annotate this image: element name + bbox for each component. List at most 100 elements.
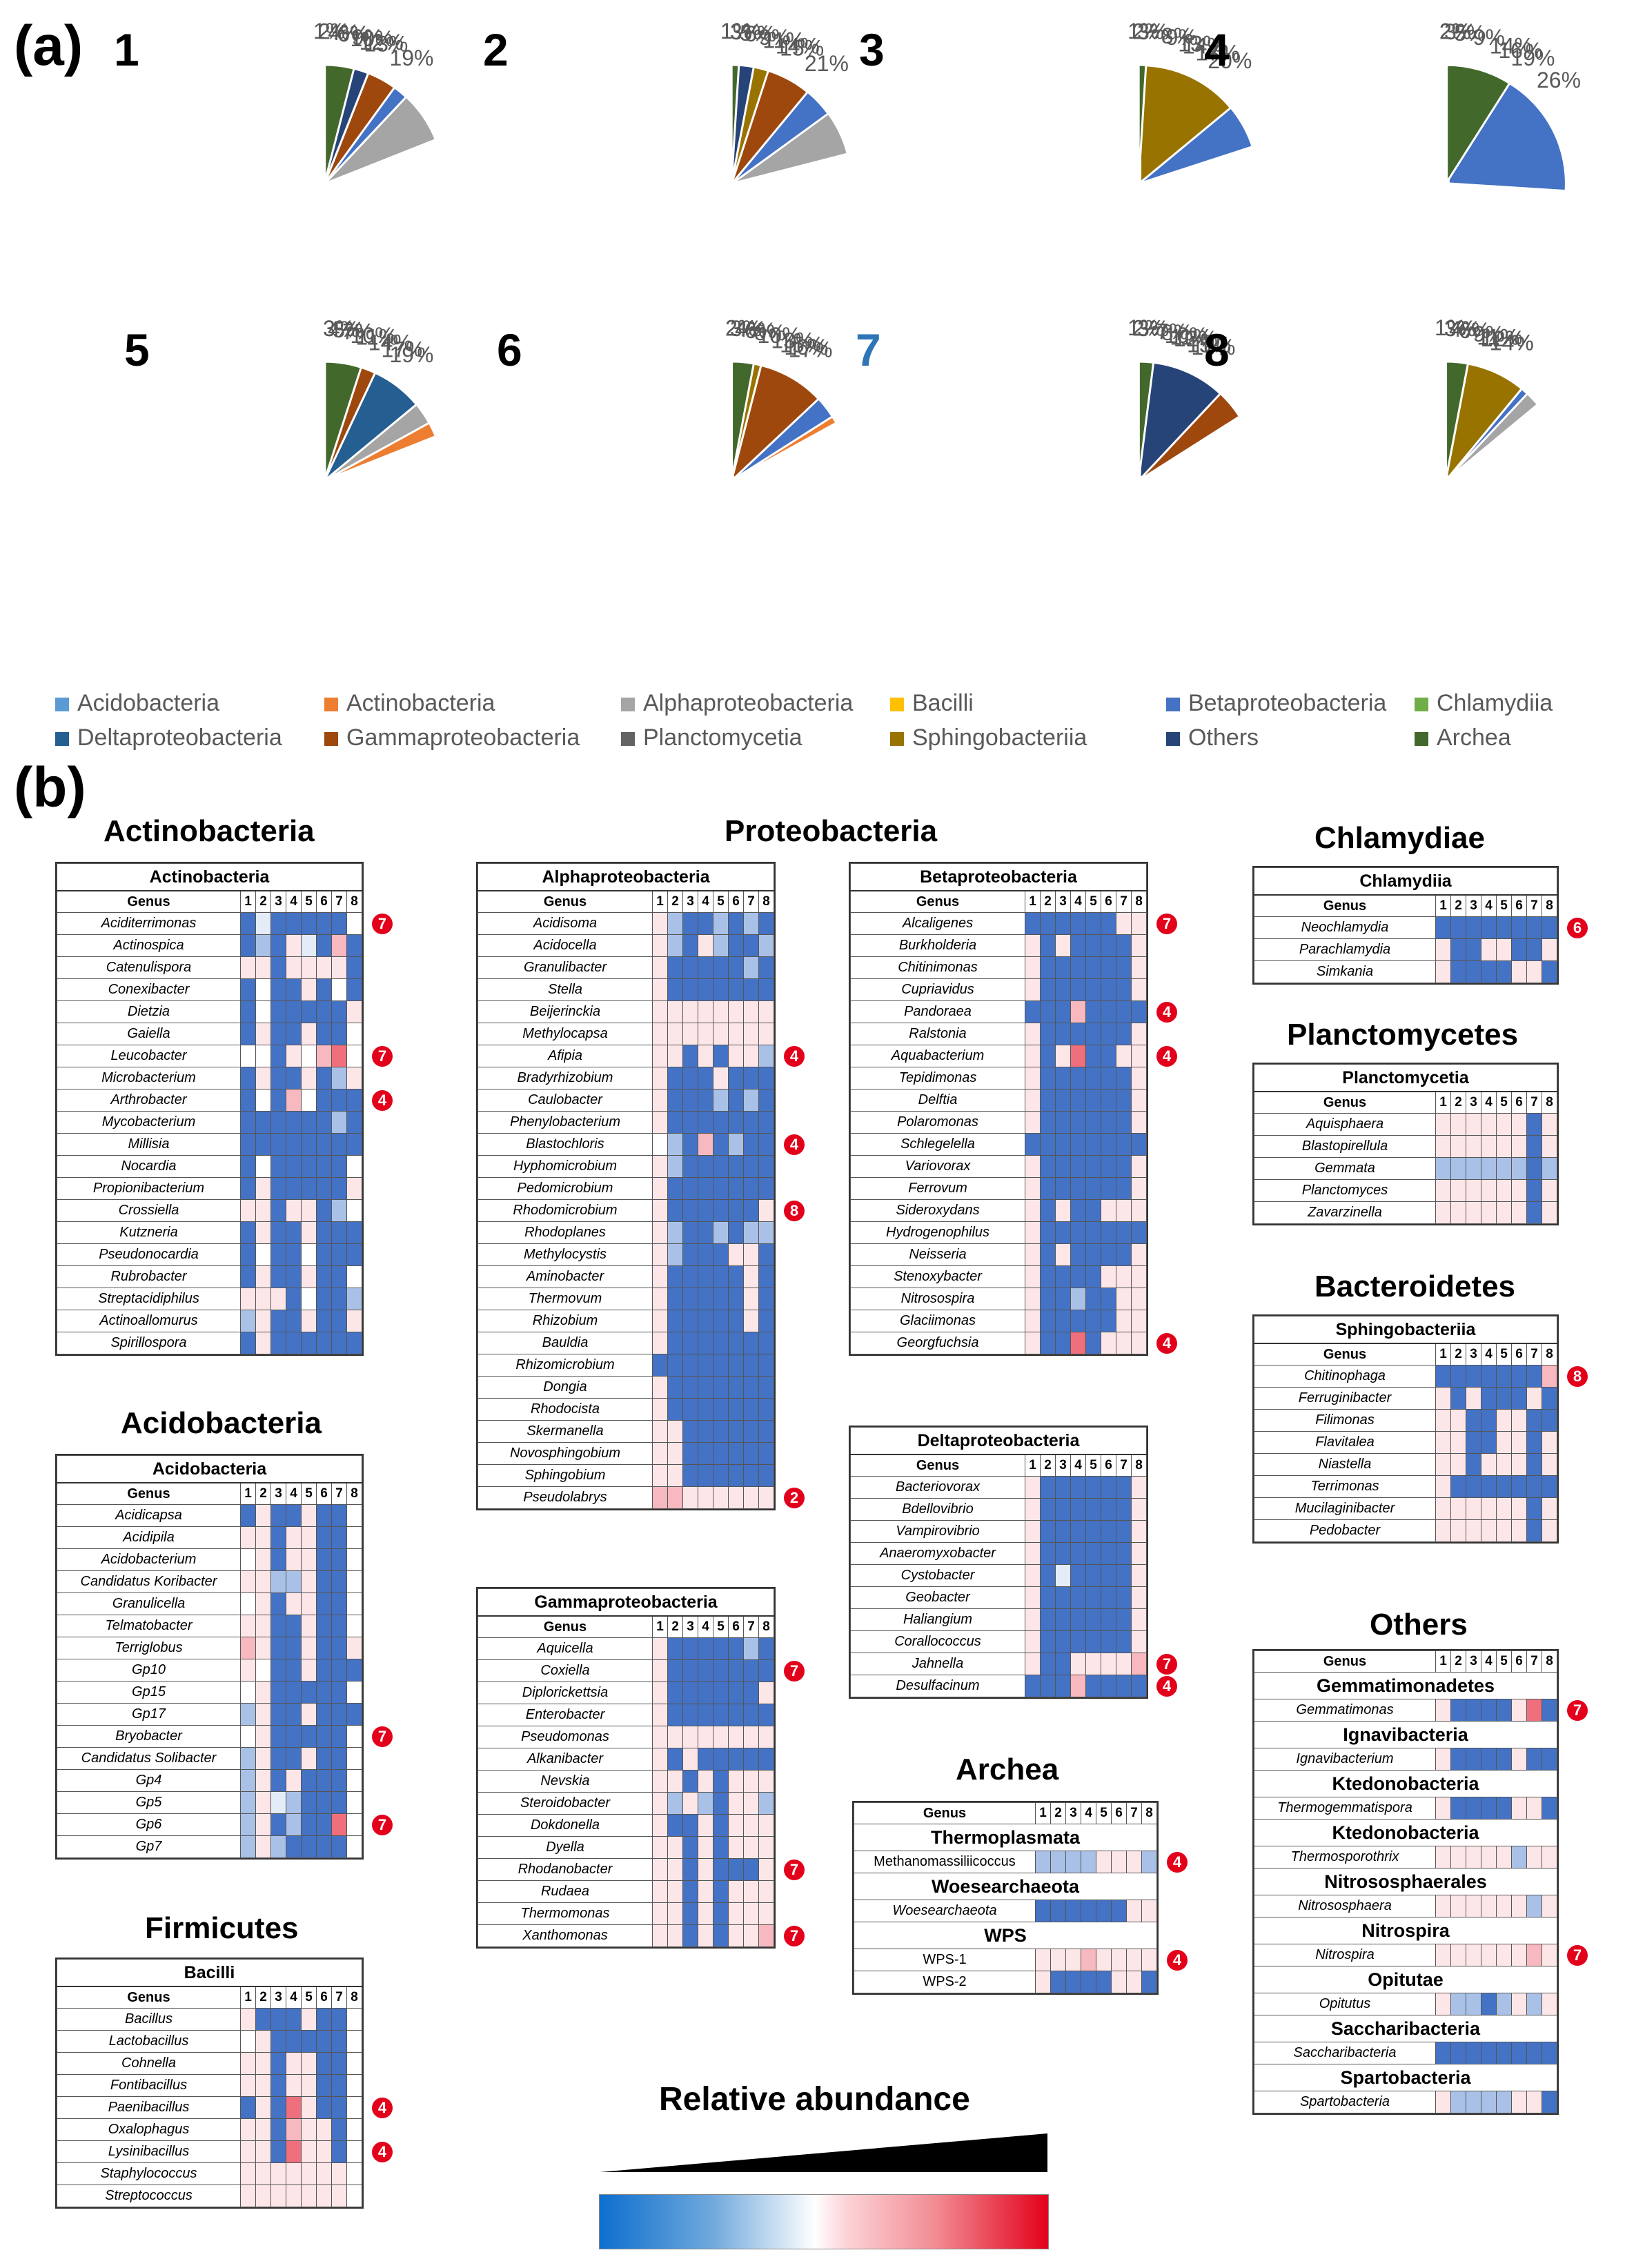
heatmap-row: Burkholderia [850, 934, 1147, 957]
heatmap-cell-s6 [1101, 1177, 1116, 1200]
heatmap-cell-s8 [1542, 1497, 1557, 1520]
heatmap-cell-s1 [652, 1726, 668, 1748]
genus-label: Blastopirellula [1254, 1135, 1436, 1158]
heatmap-cell-s8 [758, 1133, 774, 1156]
heatmap-cell-s3 [682, 1858, 698, 1881]
heatmap-cell-s4 [286, 1791, 302, 1814]
heatmap-cell-s1 [1435, 1453, 1451, 1476]
pie-5-label-actinobacteria: 19% [389, 342, 433, 367]
heatmap-cell-s3 [682, 1682, 698, 1704]
heatmap-cell-s6 [728, 1792, 744, 1815]
heatmap-cell-s5 [1085, 1630, 1101, 1653]
sample-header-7: 7 [1116, 890, 1132, 913]
genus-label: Microbacterium [57, 1067, 241, 1089]
heatmap-cell-s2 [255, 2162, 271, 2185]
pie-number-4: 4 [1204, 24, 1230, 75]
heatmap-cell-s8 [758, 934, 774, 957]
genus-header: Genus [477, 1615, 653, 1638]
heatmap-row: Ralstonia [850, 1023, 1147, 1045]
heatmap-cell-s2 [1450, 916, 1466, 939]
pie-4-label-chlamydiia: 2% [1439, 19, 1471, 43]
heatmap-row: Cystobacter [850, 1564, 1147, 1587]
heatmap-cell-s5 [713, 1836, 729, 1859]
genus-label: Pseudonocardia [57, 1243, 241, 1266]
heatmap-cell-s5 [1085, 1199, 1101, 1222]
heatmap-cell-s4 [1481, 1895, 1497, 1917]
heatmap-cell-s5 [1085, 1111, 1101, 1134]
heatmap-cell-s3 [1466, 1431, 1481, 1454]
sample-header-1: 1 [1025, 890, 1041, 913]
pie-7-label-alphaproteobacteria: 11% [1170, 324, 1212, 349]
pie-1-label-planctomycetia: 2% [318, 19, 350, 43]
heatmap-cell-s6 [728, 1814, 744, 1837]
heatmap-class-title: Chlamydiia [1254, 867, 1557, 896]
phylum-others: Others [1370, 1608, 1468, 1641]
heatmap-cell-s5 [713, 1288, 729, 1310]
heatmap-cell-s8 [758, 1420, 774, 1443]
pie-4-label-deltaproteobacteria: 5% [1454, 21, 1486, 46]
heatmap-cell-s5 [1496, 1157, 1512, 1180]
pie-5-label-chlamydiia: 3% [323, 316, 355, 341]
heatmap-cell-s7 [1526, 1519, 1542, 1542]
sample-header-4: 4 [698, 1615, 713, 1638]
heatmap-cell-s4 [286, 934, 302, 957]
genus-label: Rhodoplanes [477, 1221, 653, 1244]
heatmap-cell-s5 [713, 912, 729, 935]
heatmap-row: Rudaea [477, 1880, 774, 1903]
heatmap-cell-s5 [1085, 1000, 1101, 1023]
heatmap-row: Chitinophaga [1254, 1365, 1557, 1388]
heatmap-cell-s1 [1025, 1288, 1041, 1310]
heatmap-cell-s5 [1085, 1265, 1101, 1288]
heatmap-cell-s6 [1101, 1155, 1116, 1178]
heatmap-cell-s7 [1526, 2091, 1542, 2113]
heatmap-cell-s2 [255, 1592, 271, 1615]
heatmap-cell-s2 [1450, 1113, 1466, 1136]
heatmap-cell-s5 [301, 1703, 317, 1726]
heatmap-cell-s8 [346, 1570, 362, 1593]
pie-6-label-chlamydiia: 2% [725, 315, 757, 340]
heatmap-row: Geobacter [850, 1586, 1147, 1609]
heatmap-cell-s8 [758, 1748, 774, 1771]
heatmap-cell-s3 [1055, 1675, 1071, 1697]
heatmap-cell-s6 [316, 1791, 332, 1814]
heatmap-cell-s2 [255, 1637, 271, 1659]
heatmap-cell-s3 [682, 1902, 698, 1925]
heatmap-cell-s6 [728, 956, 744, 979]
heatmap-cell-s2 [1040, 1199, 1056, 1222]
heatmap-cell-s6 [1101, 1089, 1116, 1112]
heatmap-cell-s7 [743, 1111, 759, 1134]
sample-header-3: 3 [1065, 1802, 1081, 1824]
heatmap-cell-s5 [713, 1770, 729, 1793]
heatmap-cell-s5 [301, 2162, 317, 2185]
phylum-firmicutes: Firmicutes [145, 1911, 299, 1945]
heatmap-cell-s8 [346, 1177, 362, 1200]
heatmap-cell-s7 [331, 1592, 347, 1615]
sample-header-7: 7 [1526, 1091, 1542, 1114]
heatmap-row: Aquicella [477, 1637, 774, 1660]
genus-label: Methylocystis [477, 1243, 653, 1266]
heatmap-cell-s3 [270, 1089, 286, 1112]
heatmap-cell-s6 [316, 1570, 332, 1593]
heatmap-cell-s8 [1131, 912, 1147, 935]
heatmap-cell-s4 [286, 2052, 302, 2075]
heatmap-cell-s6 [728, 1748, 744, 1771]
heatmap-cell-s2 [255, 2140, 271, 2163]
heatmap-cell-s6 [728, 1420, 744, 1443]
heatmap-cell-s3 [1055, 1542, 1071, 1565]
heatmap-cell-s6 [1101, 1243, 1116, 1266]
heatmap-cell-s7 [743, 1836, 759, 1859]
genus-label: Blastochloris [477, 1133, 653, 1156]
heatmap-cell-s2 [1450, 1846, 1466, 1868]
heatmap-cell-s8 [346, 1504, 362, 1527]
heatmap-cell-s5 [713, 1902, 729, 1925]
heatmap-cell-s7 [743, 1155, 759, 1178]
genus-label: Bacillus [57, 2008, 241, 2031]
heatmap-cell-s8 [1131, 1067, 1147, 1089]
heatmap-cell-s3 [270, 1769, 286, 1792]
heatmap-cell-s4 [698, 1221, 713, 1244]
heatmap-cell-s5 [713, 1221, 729, 1244]
heatmap-cell-s6 [1111, 1900, 1127, 1922]
heatmap-row: Gp15 [57, 1681, 362, 1704]
heatmap-cell-s6 [728, 1637, 744, 1660]
genus-label: Gemmata [1254, 1157, 1436, 1180]
